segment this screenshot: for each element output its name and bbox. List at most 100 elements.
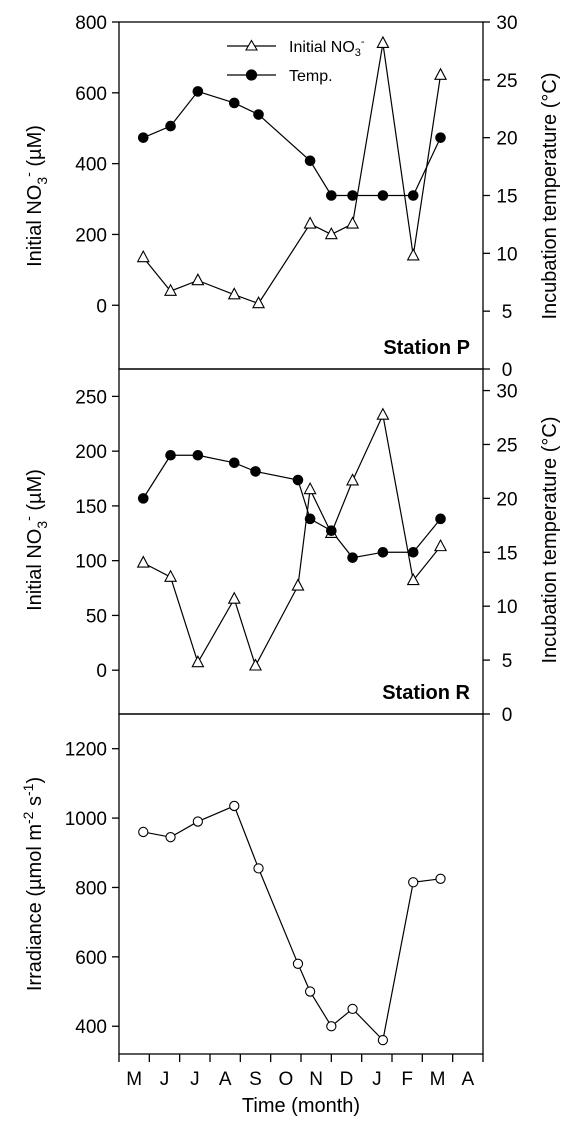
station-r-series-line bbox=[142, 454, 441, 559]
station-p-right-tick-label: 25 bbox=[496, 71, 517, 92]
station-r-data-point bbox=[376, 407, 390, 420]
irradiance-data-point bbox=[326, 1021, 337, 1032]
irradiance-data-point bbox=[377, 1034, 389, 1046]
station-p-data-point bbox=[192, 86, 204, 97]
station-p-data-point bbox=[376, 35, 390, 48]
station-r-data-point bbox=[407, 546, 419, 558]
station-r-data-point bbox=[435, 513, 446, 525]
station-r-left-tick-label: 50 bbox=[86, 606, 107, 627]
legend-temp-label: Temp. bbox=[289, 68, 333, 85]
irradiance-series-line bbox=[143, 805, 441, 1042]
station-r-data-point bbox=[164, 569, 178, 582]
irradiance-left-tick-label: 600 bbox=[75, 948, 107, 969]
station-p-right-tick-label: 0 bbox=[502, 360, 513, 381]
irradiance-data-point bbox=[292, 958, 304, 969]
station-r-right-tick-label: 0 bbox=[502, 705, 513, 726]
x-tick-label: F bbox=[401, 1069, 413, 1090]
station-p-data-point bbox=[304, 155, 316, 167]
legend-triangle-marker bbox=[245, 39, 258, 51]
irradiance-data-point bbox=[229, 800, 240, 812]
legend-circle-marker bbox=[245, 69, 258, 81]
station-p-data-point bbox=[136, 249, 150, 263]
x-tick-label: A bbox=[219, 1069, 232, 1090]
x-tick-label: O bbox=[278, 1069, 293, 1090]
x-axis-title: Time (month) bbox=[242, 1095, 360, 1117]
irradiance-data-point bbox=[165, 832, 176, 843]
station-r-data-point bbox=[304, 513, 316, 525]
station-r-data-point bbox=[326, 525, 337, 537]
irradiance-data-point bbox=[253, 863, 264, 874]
x-tick-label: A bbox=[461, 1069, 474, 1090]
station-r-data-point bbox=[347, 552, 358, 563]
station-p-data-point bbox=[435, 132, 446, 143]
station-r-label: Station R bbox=[382, 682, 470, 704]
station-p-data-point bbox=[253, 109, 264, 120]
station-p-data-point bbox=[227, 287, 241, 300]
station-p-series-line bbox=[143, 90, 442, 197]
station-p-right-tick-label: 15 bbox=[496, 187, 517, 208]
station-r-data-point bbox=[136, 555, 150, 568]
station-p-right-axis-title: Incubation temperature (°C) bbox=[539, 72, 561, 319]
station-p-data-point bbox=[191, 273, 205, 286]
station-p-data-point bbox=[252, 296, 266, 309]
station-p-right-tick-label: 5 bbox=[502, 302, 513, 323]
station-p-left-tick-label: 400 bbox=[75, 155, 107, 176]
station-p-data-point bbox=[377, 190, 389, 201]
station-r-left-tick-label: 200 bbox=[75, 442, 107, 463]
station-r-data-point bbox=[346, 473, 360, 486]
irradiance-data-point bbox=[347, 1003, 358, 1015]
station-r-left-tick-label: 100 bbox=[75, 552, 107, 573]
x-tick-label: M bbox=[430, 1069, 446, 1090]
x-tick-label: J bbox=[160, 1069, 170, 1090]
station-p-data-point bbox=[303, 216, 317, 229]
irradiance-left-tick-label: 1000 bbox=[65, 809, 107, 830]
irradiance-frame bbox=[118, 713, 484, 1055]
station-r-data-point bbox=[227, 591, 241, 604]
station-p-data-point bbox=[137, 132, 149, 143]
legend-nitrate-label: Initial NO3- bbox=[289, 36, 365, 59]
station-p-left-tick-label: 0 bbox=[96, 296, 107, 317]
station-r-right-tick-label: 5 bbox=[502, 651, 513, 672]
station-r-data-point bbox=[165, 449, 176, 461]
x-tick-label: J bbox=[372, 1069, 382, 1090]
irradiance-data-point bbox=[408, 877, 419, 888]
station-p-data-point bbox=[346, 216, 360, 229]
station-r-data-point bbox=[377, 546, 389, 558]
station-p-data-point bbox=[434, 67, 448, 80]
station-r-data-point bbox=[406, 572, 420, 586]
x-tick-label: S bbox=[249, 1069, 262, 1090]
station-p-data-point bbox=[228, 97, 240, 109]
irradiance-data-point bbox=[192, 816, 204, 827]
station-p-data-point bbox=[347, 190, 358, 201]
station-r-series-line bbox=[142, 413, 442, 668]
station-p-left-axis-title: Initial NO3- (µM) bbox=[20, 125, 50, 267]
station-r-right-tick-label: 30 bbox=[496, 382, 517, 403]
irradiance-left-tick-label: 1200 bbox=[65, 740, 107, 761]
station-r-data-point bbox=[192, 449, 204, 461]
station-p-left-tick-label: 800 bbox=[75, 13, 107, 34]
station-r-left-tick-label: 150 bbox=[75, 497, 107, 518]
station-r-right-tick-label: 25 bbox=[496, 435, 517, 456]
station-r-left-tick-label: 0 bbox=[96, 661, 107, 682]
station-r-right-tick-label: 15 bbox=[496, 543, 517, 564]
station-r-data-point bbox=[191, 655, 205, 668]
station-p-left-tick-label: 600 bbox=[75, 84, 107, 105]
irradiance-left-tick-label: 800 bbox=[75, 878, 107, 899]
station-r-data-point bbox=[250, 466, 261, 477]
station-r-data-point bbox=[303, 482, 317, 495]
station-p-data-point bbox=[324, 226, 338, 240]
station-r-data-point bbox=[248, 658, 263, 671]
station-p-left-tick-label: 200 bbox=[75, 225, 107, 246]
station-p-right-tick-label: 10 bbox=[496, 244, 517, 265]
station-r-data-point bbox=[291, 578, 305, 591]
station-p-data-point bbox=[165, 120, 176, 132]
station-p-label: Station P bbox=[383, 337, 470, 359]
station-p-data-point bbox=[164, 283, 178, 296]
irradiance-axis-title: Irradiance (µmol m-2 s-1) bbox=[20, 777, 46, 991]
x-tick-label: M bbox=[126, 1069, 142, 1090]
irradiance-data-point bbox=[435, 873, 446, 884]
chart-marks: 0200400600800051015202530050100150200250… bbox=[65, 13, 518, 1090]
station-r-data-point bbox=[228, 457, 240, 469]
station-p-data-point bbox=[407, 190, 419, 201]
x-tick-label: N bbox=[309, 1069, 323, 1090]
